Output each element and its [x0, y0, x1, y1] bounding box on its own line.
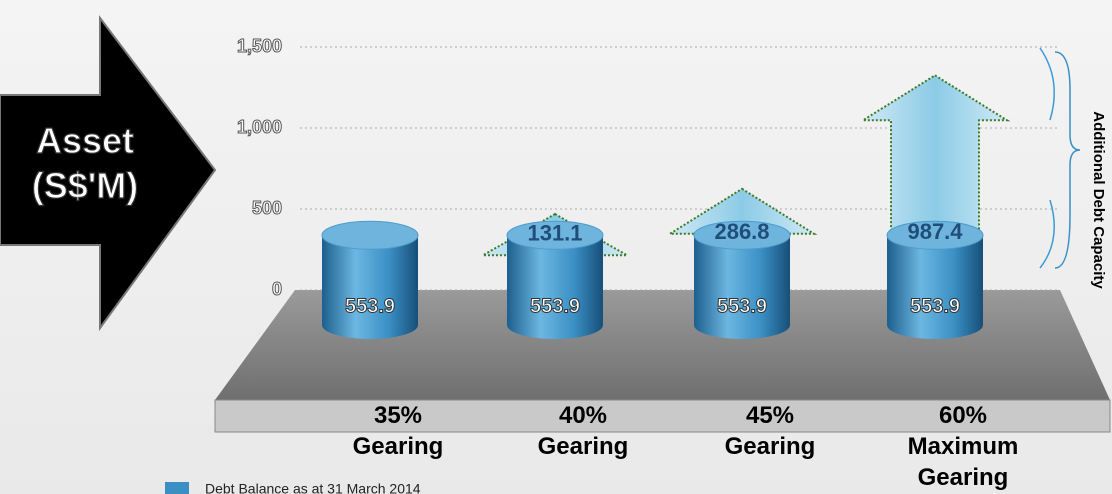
cylinder-top	[322, 221, 418, 249]
x-tick-label: 60% Maximum Gearing	[878, 400, 1048, 493]
value-label: 553.9	[345, 295, 395, 317]
brace-arrow	[1040, 200, 1054, 268]
y-tick-label: 1,500	[237, 36, 282, 56]
capacity-label: 987.4	[907, 219, 963, 244]
x-tick-label: 40% Gearing	[498, 400, 668, 462]
value-label: 553.9	[910, 295, 960, 317]
y-tick-label: 1,000	[237, 117, 282, 137]
y-tick-label: 500	[252, 198, 282, 218]
y-tick-label: 0	[272, 279, 282, 299]
value-label: 553.9	[717, 295, 767, 317]
x-tick-label: 35% Gearing	[313, 400, 483, 462]
capacity-label: 286.8	[714, 219, 769, 244]
legend-swatch	[165, 482, 189, 494]
page: Asset(S$'M) 05001,0001,500553.9553.9131.…	[0, 0, 1112, 494]
brace	[1055, 52, 1080, 268]
brace-arrow	[1040, 48, 1054, 120]
capacity-label: 131.1	[527, 220, 582, 245]
annotation: Additional Debt Capacity	[1090, 111, 1107, 289]
capacity-arrow	[863, 75, 1007, 235]
value-label: 553.9	[530, 295, 580, 317]
legend-label: Debt Balance as at 31 March 2014	[205, 481, 421, 494]
x-tick-label: 45% Gearing	[685, 400, 855, 462]
